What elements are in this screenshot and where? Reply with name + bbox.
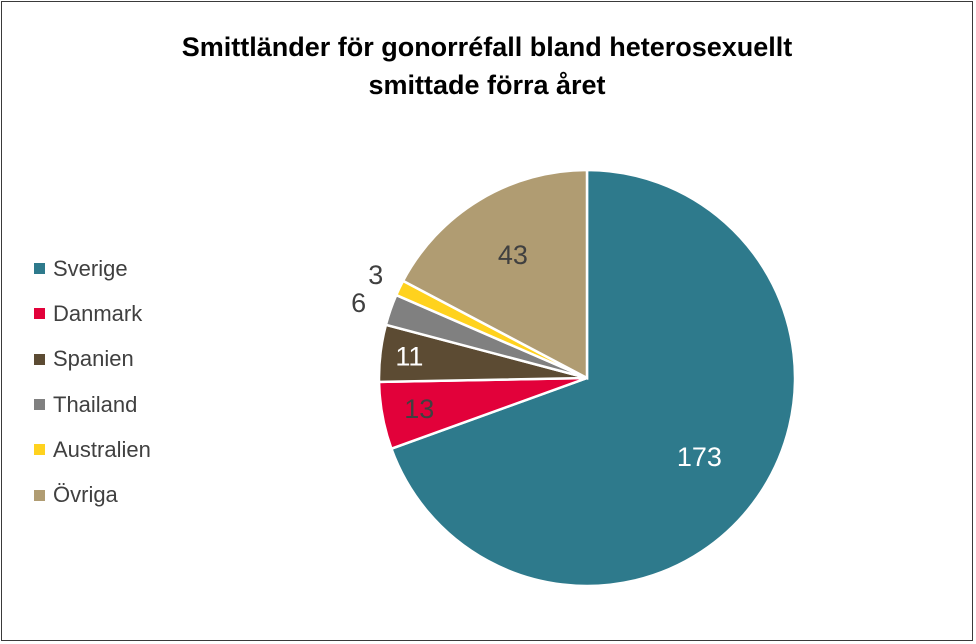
legend-label: Spanien — [53, 346, 134, 372]
data-label--vriga: 43 — [498, 240, 528, 270]
legend-item-ovriga: Övriga — [34, 472, 151, 517]
legend-swatch — [34, 444, 45, 456]
chart-title-line-1: Smittländer för gonorréfall bland hetero… — [181, 32, 793, 62]
chart-title-line-2: smittade förra året — [368, 70, 606, 100]
data-label-sverige: 173 — [677, 442, 722, 472]
pie-slice--vriga — [401, 168, 589, 381]
legend-label: Danmark — [53, 300, 143, 326]
legend: Sverige Danmark Spanien Thailand Austral… — [34, 246, 151, 518]
legend-item-sverige: Sverige — [34, 246, 151, 291]
legend-swatch — [34, 489, 45, 501]
legend-swatch — [34, 308, 45, 320]
legend-swatch — [34, 353, 45, 365]
pie-slice-sverige — [389, 168, 797, 588]
data-label-spanien: 11 — [395, 342, 423, 372]
legend-label: Sverige — [53, 255, 128, 281]
pie-slices — [377, 168, 797, 588]
legend-item-spanien: Spanien — [34, 337, 151, 382]
data-label-danmark: 13 — [404, 394, 434, 424]
data-label-thailand: 6 — [351, 288, 366, 318]
legend-item-danmark: Danmark — [34, 291, 151, 336]
legend-label: Thailand — [53, 391, 138, 417]
legend-item-thailand: Thailand — [34, 382, 151, 427]
legend-swatch — [34, 399, 45, 411]
legend-label: Australien — [53, 436, 151, 462]
pie-data-labels: 173 13 11 63 43 — [351, 240, 722, 472]
legend-swatch — [34, 263, 45, 275]
chart-title: Smittländer för gonorréfall bland hetero… — [100, 28, 874, 104]
legend-item-australien: Australien — [34, 427, 151, 472]
legend-label: Övriga — [53, 482, 118, 508]
data-label-australien: 3 — [368, 260, 383, 290]
